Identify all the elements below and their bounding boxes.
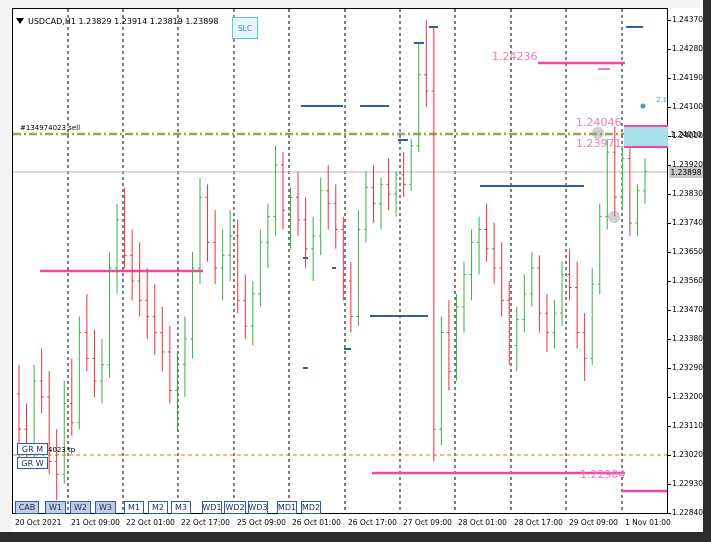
price-tick: [668, 426, 671, 427]
timeframe-button-w1[interactable]: W1: [45, 501, 66, 514]
level-label-2: 1.24046: [576, 116, 622, 129]
price-tick: [668, 223, 671, 224]
time-tick-label: 29 Oct 09:00: [569, 518, 618, 527]
gr-w-button[interactable]: GR W: [17, 457, 48, 469]
price-tick: [668, 78, 671, 79]
time-tick-label: 22 Oct 01:00: [126, 518, 175, 527]
price-tick-label: 1.23920: [672, 160, 704, 169]
price-tick-label: 1.23200: [672, 392, 704, 401]
window-frame-top: [0, 0, 711, 8]
price-tick-label: 1.23650: [672, 247, 704, 256]
timeframe-button-wd3[interactable]: WD3: [248, 501, 268, 514]
price-tick: [668, 20, 671, 21]
price-tick-label: 1.23740: [672, 218, 704, 227]
time-tick-label: 26 Oct 01:00: [292, 518, 341, 527]
time-tick-label: 1 Nov 01:00: [625, 518, 671, 527]
price-tick-label: 1.24370: [672, 15, 704, 24]
price-tick: [668, 194, 671, 195]
symbol-info: USDCAD,H1 1.23829 1.23914 1.23819 1.2389…: [28, 17, 219, 26]
order-price-bubble: 1.24010: [669, 128, 703, 140]
price-tick-label: 1.23290: [672, 363, 704, 372]
timeframe-button-wd1[interactable]: WD1: [202, 501, 222, 514]
price-tick: [668, 368, 671, 369]
timeframe-button-md2[interactable]: MD2: [301, 501, 321, 514]
tp-label: 4023 tp: [48, 446, 76, 454]
price-tick: [668, 484, 671, 485]
chart-menu-arrow-icon[interactable]: [16, 18, 24, 24]
price-tick-label: 1.23560: [672, 276, 704, 285]
price-tick: [668, 49, 671, 50]
price-tick: [668, 310, 671, 311]
timeframe-button-m3[interactable]: M3: [171, 501, 191, 514]
price-tick: [668, 455, 671, 456]
time-tick-label: 28 Oct 01:00: [458, 518, 507, 527]
time-tick-label: 20 Oct 2021: [15, 518, 62, 527]
time-tick-label: 22 Oct 17:00: [181, 518, 230, 527]
price-tick-label: 1.23470: [672, 305, 704, 314]
price-tick-label: 1.24010: [672, 131, 704, 140]
time-tick-label: 27 Oct 09:00: [403, 518, 452, 527]
level-label-3: 1.23971: [576, 137, 622, 150]
level-label-4: 1.22904: [580, 468, 626, 481]
price-tick: [668, 136, 671, 137]
price-tick: [668, 281, 671, 282]
price-tick-label: 1.24100: [672, 102, 704, 111]
time-tick-label: 21 Oct 09:00: [71, 518, 120, 527]
price-tick: [668, 107, 671, 108]
price-tick: [668, 397, 671, 398]
window-frame-left: [0, 0, 12, 542]
price-tick: [668, 339, 671, 340]
price-tick-label: 1.22840: [672, 508, 704, 517]
price-tick-label: 1.23830: [672, 189, 704, 198]
timeframe-button-cab[interactable]: CAB: [15, 501, 39, 514]
price-tick-label: 1.23110: [672, 421, 704, 430]
time-tick-label: 28 Oct 17:00: [514, 518, 563, 527]
sell-order-label: #134974023 sell: [20, 124, 81, 132]
order-zone[interactable]: [624, 125, 668, 148]
price-chart-area[interactable]: [12, 8, 668, 514]
price-tick-label: 1.23020: [672, 450, 704, 459]
window-frame-right: [703, 0, 711, 542]
price-tick-label: 1.23380: [672, 334, 704, 343]
slc-button[interactable]: SLC: [232, 17, 258, 39]
time-tick-label: 26 Oct 17:00: [348, 518, 397, 527]
timeframe-button-md1[interactable]: MD1: [277, 501, 297, 514]
price-tick: [668, 513, 671, 514]
price-tick: [668, 252, 671, 253]
right-marker-label: 2.1: [656, 96, 668, 104]
price-tick-label: 1.24190: [672, 73, 704, 82]
window-frame-bottom: [0, 532, 711, 542]
price-tick-label: 1.22930: [672, 479, 704, 488]
price-tick-label: 1.24280: [672, 44, 704, 53]
timeframe-button-m2[interactable]: M2: [148, 501, 168, 514]
timeframe-button-wd2[interactable]: WD2: [224, 501, 246, 514]
time-axis[interactable]: [12, 514, 668, 532]
current-price-bubble: 1.23898: [669, 166, 703, 178]
price-axis[interactable]: [668, 8, 703, 514]
price-tick: [668, 165, 671, 166]
time-tick-label: 25 Oct 09:00: [237, 518, 286, 527]
timeframe-button-m1[interactable]: M1: [124, 501, 144, 514]
timeframe-button-w2[interactable]: W2: [70, 501, 91, 514]
level-label-1: 1.24236: [492, 50, 538, 63]
timeframe-button-w3[interactable]: W3: [95, 501, 116, 514]
gr-m-button[interactable]: GR M: [17, 443, 48, 455]
